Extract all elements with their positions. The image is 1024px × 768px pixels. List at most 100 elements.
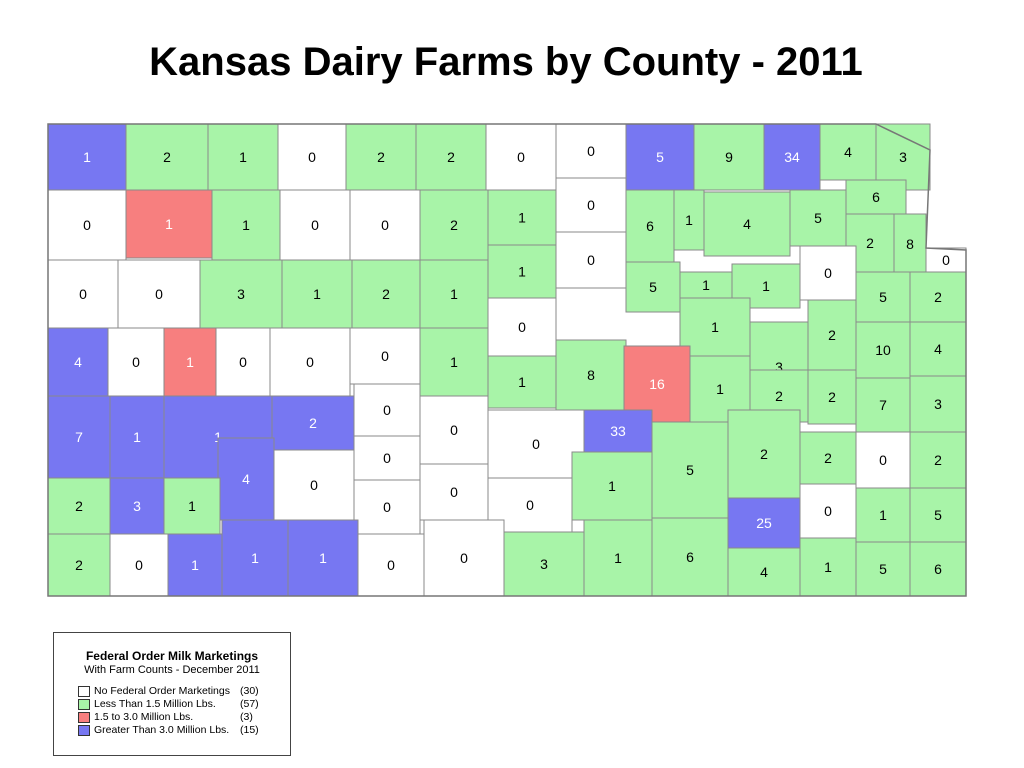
- county: 8: [555, 339, 627, 411]
- county: 1: [419, 327, 489, 397]
- county: 0: [925, 247, 967, 273]
- county-farm-count: 7: [75, 429, 83, 445]
- county: 1: [799, 537, 857, 597]
- county-farm-count: 0: [79, 286, 87, 302]
- county-farm-count: 4: [934, 341, 942, 357]
- county: 0: [423, 519, 505, 597]
- county-farm-count: 1: [450, 354, 458, 370]
- county: 2: [799, 431, 857, 485]
- county-farm-count: 9: [725, 149, 733, 165]
- county-shape: [625, 189, 675, 263]
- county: 4: [909, 321, 967, 377]
- county-farm-count: 1: [518, 264, 526, 280]
- county-shape: [799, 245, 857, 301]
- county-farm-count: 1: [702, 277, 710, 293]
- county-farm-count: 1: [239, 149, 247, 165]
- county-shape: [583, 519, 653, 597]
- county: 0: [279, 189, 351, 261]
- county-farm-count: 0: [587, 197, 595, 213]
- county-farm-count: 0: [450, 484, 458, 500]
- county-shape: [353, 479, 421, 535]
- county-farm-count: 1: [186, 354, 194, 370]
- county-farm-count: 1: [83, 149, 91, 165]
- county-shape: [875, 123, 931, 191]
- county-farm-count: 0: [942, 252, 950, 268]
- county: 0: [487, 297, 557, 357]
- county: 1: [679, 297, 751, 357]
- county-farm-count: 34: [784, 149, 800, 165]
- county-farm-count: 1: [214, 429, 222, 445]
- county: 0: [47, 259, 119, 329]
- county-farm-count: 6: [686, 549, 694, 565]
- county-shape: [623, 345, 691, 423]
- county: 7: [47, 395, 111, 479]
- county-farm-count: 1: [608, 478, 616, 494]
- county-farm-count: 0: [824, 503, 832, 519]
- legend-count: (57): [240, 698, 259, 710]
- county-farm-count: 1: [824, 559, 832, 575]
- county: 5: [625, 123, 695, 191]
- county: 0: [487, 409, 585, 479]
- legend-subtitle: With Farm Counts - December 2011: [84, 664, 260, 676]
- county-shape: [807, 299, 857, 371]
- county-shape: [221, 519, 289, 597]
- county-shape: [727, 547, 801, 597]
- county: 3: [875, 123, 931, 191]
- legend-count: (15): [240, 724, 259, 736]
- county: 1: [679, 271, 733, 299]
- county-farm-count: 2: [309, 415, 317, 431]
- county-farm-count: 3: [540, 556, 548, 572]
- county: 2: [271, 395, 355, 451]
- county-shape: [47, 189, 127, 261]
- county: 6: [909, 541, 967, 597]
- county-farm-count: 1: [251, 550, 259, 566]
- county: 0: [277, 123, 347, 191]
- county-farm-count: 3: [237, 286, 245, 302]
- county-farm-count: 0: [83, 217, 91, 233]
- county: 1: [419, 259, 489, 329]
- county: 3: [199, 259, 283, 329]
- county-farm-count: 0: [132, 354, 140, 370]
- county-farm-count: 1: [879, 507, 887, 523]
- county-shape: [555, 231, 627, 289]
- county-shape: [217, 437, 275, 521]
- county: 1: [125, 189, 213, 259]
- county-shape: [679, 271, 733, 299]
- county-farm-count: 25: [756, 515, 772, 531]
- county: 0: [215, 327, 271, 397]
- county-farm-count: 5: [879, 561, 887, 577]
- county: 1: [207, 123, 279, 191]
- county-shape: [855, 431, 911, 489]
- county-shape: [349, 327, 421, 385]
- county-farm-count: 1: [518, 210, 526, 226]
- county-farm-count: 0: [135, 557, 143, 573]
- county: 2: [47, 533, 111, 597]
- county: 9: [693, 123, 765, 191]
- county: 0: [855, 431, 911, 489]
- county: 2: [345, 123, 417, 191]
- county: 1: [163, 477, 221, 535]
- county: 2: [415, 123, 487, 191]
- county: 4: [217, 437, 275, 521]
- county: 6: [625, 189, 675, 263]
- legend-item-none: No Federal Order Marketings (30): [78, 685, 278, 698]
- county: 5: [855, 541, 911, 597]
- county: 0: [109, 533, 169, 597]
- county: 1: [281, 259, 353, 329]
- county-shape: [351, 259, 421, 329]
- county-farm-count: 0: [532, 436, 540, 452]
- county-farm-count: 2: [934, 289, 942, 305]
- county-farm-count: 4: [74, 354, 82, 370]
- county-shape: [625, 123, 695, 191]
- county: 1: [221, 519, 289, 597]
- county-shape: [207, 123, 279, 191]
- county-farm-count: 6: [646, 218, 654, 234]
- county-farm-count: 0: [308, 149, 316, 165]
- county-shape: [419, 259, 489, 329]
- county-farm-count: 2: [447, 149, 455, 165]
- county-shape: [125, 189, 213, 259]
- county-shape: [287, 519, 359, 597]
- county: 1: [571, 451, 653, 521]
